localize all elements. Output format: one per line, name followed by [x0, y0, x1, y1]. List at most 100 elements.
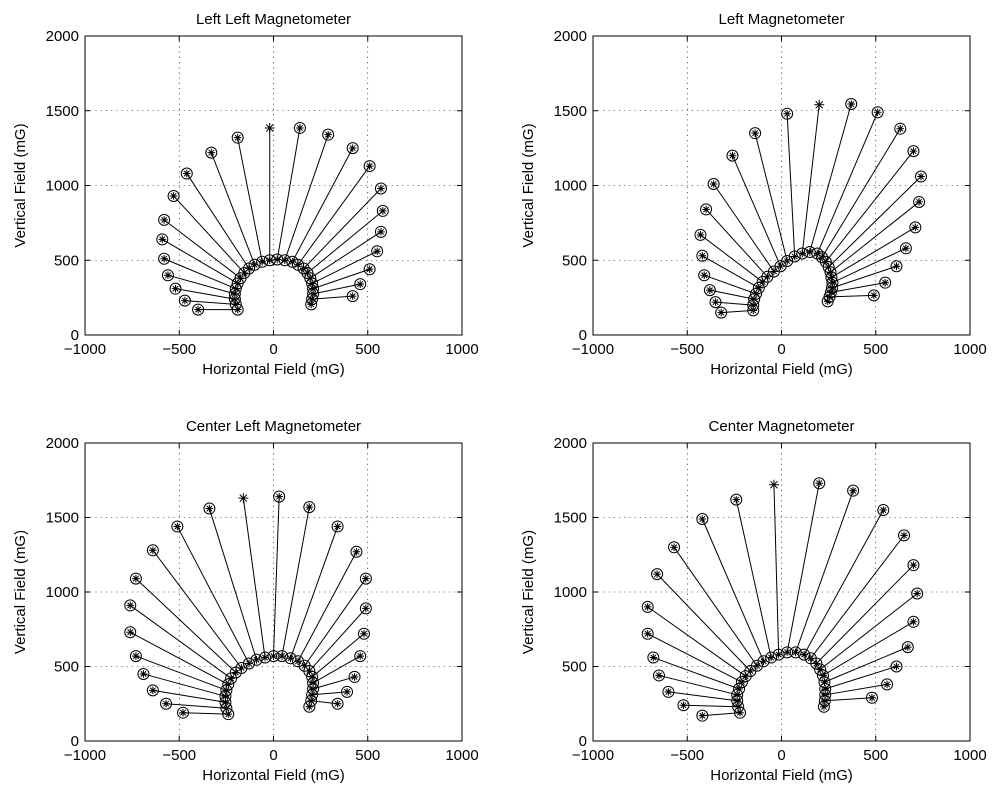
inner-point-star [281, 256, 289, 265]
spoke-line [830, 201, 920, 273]
outer-point-star [181, 296, 189, 305]
inner-point-circle [305, 298, 318, 311]
inner-point-star [812, 659, 821, 668]
inner-point-star [821, 696, 829, 705]
outer-point-circle [881, 678, 894, 691]
inner-point-circle [284, 652, 297, 665]
outer-point-circle [877, 504, 890, 517]
outer-point-circle [707, 178, 720, 191]
outer-point-star [896, 124, 905, 133]
spoke-line [832, 247, 907, 284]
spoke-line [810, 535, 905, 659]
outer-point-circle [709, 296, 722, 309]
outer-point-circle [161, 269, 174, 282]
inner-point-star [819, 671, 827, 680]
spoke-line [795, 490, 854, 653]
spoke-line [825, 666, 897, 690]
inner-point-star [734, 702, 742, 711]
inner-point-star [758, 278, 767, 286]
spoke-line [825, 150, 914, 263]
outer-point-circle [898, 529, 911, 542]
outer-point-circle [293, 121, 306, 134]
outer-point-circle [178, 294, 191, 307]
inner-point-star [273, 255, 282, 264]
y-tick-label: 2000 [554, 435, 587, 452]
outer-point-star [911, 223, 920, 232]
outer-point-circle [914, 170, 927, 183]
y-tick-label: 500 [562, 252, 587, 269]
inner-point-star [790, 252, 799, 261]
inner-point-star [294, 657, 302, 666]
outer-point-star [783, 109, 791, 118]
outer-point-circle [341, 685, 354, 698]
outer-point-circle [847, 484, 860, 497]
outer-point-star [169, 192, 178, 200]
x-tick-label: −1000 [572, 341, 614, 358]
outer-point-circle [907, 559, 920, 572]
inner-point-star [308, 673, 316, 681]
inner-point-star [823, 297, 832, 306]
inner-point-circle [242, 657, 255, 670]
outer-point-star [653, 570, 661, 578]
inner-point-star [827, 288, 835, 297]
spoke-line [208, 508, 258, 660]
spoke-line [184, 300, 236, 305]
outer-point-circle [124, 599, 137, 612]
y-tick-label: 500 [54, 659, 79, 676]
outer-point-circle [700, 203, 713, 216]
x-tick-label: −500 [162, 747, 196, 764]
spoke-line [183, 712, 229, 715]
outer-point-circle [363, 263, 376, 276]
y-tick-label: 0 [579, 733, 587, 750]
inner-point-star [763, 272, 772, 281]
inner-point-star [245, 264, 253, 273]
outer-point-circle [363, 160, 376, 173]
spoke-line [276, 127, 301, 260]
y-tick-label: 500 [562, 659, 587, 676]
outer-point-circle [696, 512, 709, 525]
inner-point-star [236, 274, 245, 282]
spoke-line [297, 551, 357, 662]
spoke-line [152, 689, 226, 703]
inner-point-circle [235, 661, 248, 674]
outer-point-circle [146, 684, 159, 697]
x-tick-label: 500 [355, 341, 380, 358]
outer-point-star [373, 247, 381, 256]
outer-point-circle [129, 650, 142, 663]
outer-point-circle [331, 697, 344, 710]
outer-point-circle [698, 269, 711, 282]
inner-point-circle [238, 266, 251, 279]
spoke-line [709, 289, 755, 300]
x-tick-label: −1000 [572, 747, 614, 764]
outer-point-circle [715, 306, 728, 319]
x-tick-label: 0 [777, 341, 785, 358]
x-tick-label: 0 [269, 747, 277, 764]
x-axis-label: Horizontal Field (mG) [202, 361, 345, 378]
highlight-point-star [768, 479, 779, 490]
outer-point-star [711, 298, 720, 306]
spoke-line [735, 499, 772, 658]
outer-point-circle [192, 303, 205, 316]
outer-point-star [847, 100, 856, 108]
spoke-line [129, 605, 232, 679]
outer-point-circle [813, 477, 826, 490]
outer-point-star [305, 503, 314, 511]
outer-point-star [909, 561, 918, 569]
y-tick-label: 1500 [46, 103, 79, 120]
inner-point-star [791, 648, 800, 657]
spoke-line [656, 573, 751, 672]
y-axis-label: Vertical Field (mG) [12, 123, 29, 247]
spoke-line [713, 183, 775, 272]
outer-point-star [700, 271, 709, 279]
spoke-line [162, 238, 238, 284]
outer-point-star [160, 216, 168, 224]
outer-point-star [709, 180, 718, 188]
inner-point-star [805, 248, 814, 256]
x-tick-label: −1000 [64, 341, 106, 358]
spoke-line [828, 176, 922, 268]
outer-point-circle [911, 587, 924, 600]
outer-point-circle [901, 641, 914, 654]
outer-point-star [879, 506, 888, 514]
spoke-line [284, 134, 329, 261]
outer-point-circle [890, 660, 903, 673]
